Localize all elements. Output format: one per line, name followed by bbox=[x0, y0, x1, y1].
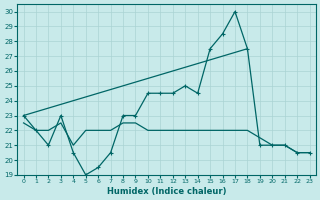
X-axis label: Humidex (Indice chaleur): Humidex (Indice chaleur) bbox=[107, 187, 226, 196]
